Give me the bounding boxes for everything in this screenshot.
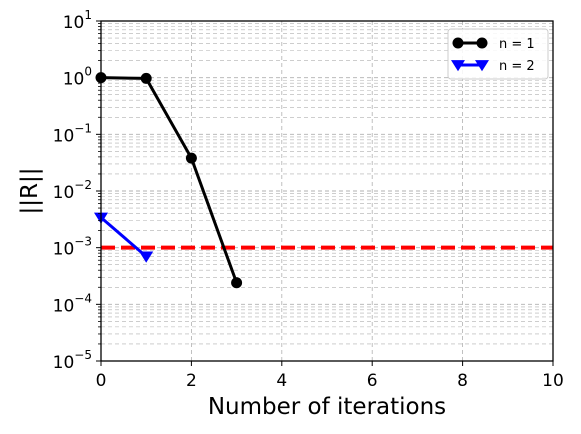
series-1-point-2: [185, 152, 197, 164]
legend-marker-1-b: [476, 37, 488, 49]
x-tick-label-4: 8: [457, 371, 468, 391]
x-tick-label-1: 2: [186, 371, 197, 391]
x-axis-label: Number of iterations: [208, 394, 446, 420]
series-2-point-1: [139, 251, 154, 263]
legend-item-1: n = 1: [452, 37, 535, 52]
y-tick-label-2: 10−3: [53, 235, 92, 260]
series-1-line: [100, 76, 239, 284]
y-tick-label-3: 10−2: [53, 178, 92, 203]
legend-item-2: n = 2: [451, 59, 535, 74]
x-tick-label-3: 6: [367, 371, 378, 391]
series-2-line: [100, 216, 148, 258]
legend-label-1: n = 1: [499, 37, 535, 52]
ticks: 0 2 4 6 8 10 10−5 10−4 10−3 10−2 10−1 100 101: [53, 8, 564, 391]
y-axis-label: ||R||: [17, 168, 43, 215]
legend-label-2: n = 2: [499, 59, 535, 74]
y-tick-label-4: 10−1: [53, 121, 92, 146]
legend: n = 1 n = 2: [447, 28, 549, 80]
y-tick-label-5: 100: [63, 65, 92, 90]
series-group: [94, 72, 243, 289]
legend-marker-1-a: [452, 37, 464, 49]
y-tick-label-6: 101: [63, 8, 92, 33]
y-tick-label-1: 10−4: [53, 291, 92, 316]
legend-marker-2-b: [475, 60, 489, 72]
series-1-point-1: [140, 72, 152, 84]
x-tick-label-5: 10: [542, 371, 564, 391]
legend-marker-2-a: [451, 60, 465, 72]
x-tick-label-0: 0: [96, 371, 107, 391]
x-tick-label-2: 4: [276, 371, 287, 391]
grid: [100, 21, 554, 362]
y-tick-label-0: 10−5: [53, 348, 92, 373]
series-1-point-3: [231, 277, 243, 289]
